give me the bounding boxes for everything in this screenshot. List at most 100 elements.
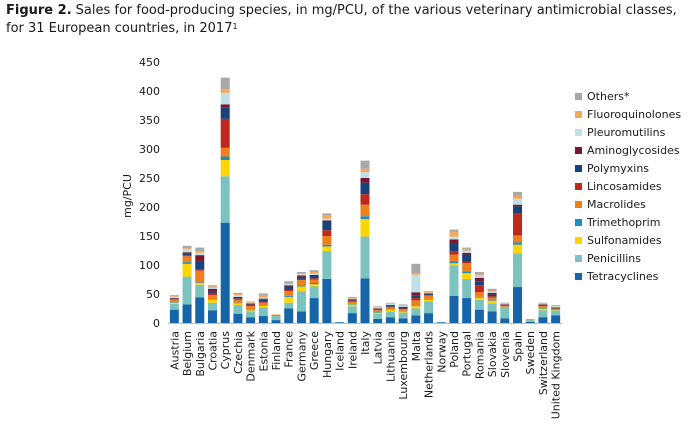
bar-segment <box>207 285 217 287</box>
bar-segment <box>474 271 484 275</box>
bar-segment <box>195 247 205 252</box>
x-tick-label: Poland <box>448 331 461 368</box>
bar-segment <box>487 294 497 297</box>
bar-segment <box>195 284 205 298</box>
bar-segment <box>487 296 497 298</box>
bar-segment <box>385 309 395 310</box>
bar-segment <box>220 118 230 148</box>
bar-segment <box>513 198 523 205</box>
bar-segment <box>373 310 383 312</box>
bar-segment <box>233 298 243 300</box>
bar-segment <box>360 204 370 217</box>
bar-segment <box>411 308 421 316</box>
x-tick-label: Belgium <box>181 331 194 376</box>
bar-segment <box>258 293 268 296</box>
bar-segment <box>220 92 230 105</box>
bar-segment <box>462 247 472 249</box>
x-tick-label: Hungary <box>321 331 334 378</box>
bar-segment <box>551 309 561 311</box>
y-tick-label: 0 <box>153 317 160 330</box>
bar-segment <box>322 251 332 279</box>
bar-segment <box>373 308 383 310</box>
bar-segment <box>411 295 421 299</box>
legend-swatch <box>575 219 582 226</box>
bar-segment <box>347 313 357 323</box>
bar-segment <box>335 321 345 323</box>
bar-segment <box>474 281 484 286</box>
bar-segment <box>246 303 256 304</box>
bar-segment <box>411 273 421 275</box>
bar-segment <box>284 281 294 283</box>
bar-segment <box>309 276 319 279</box>
bar-segment <box>284 308 294 323</box>
figure-number: Figure 2. <box>6 3 72 18</box>
bar-segment <box>538 308 548 311</box>
bar-segment <box>449 265 459 296</box>
bar-segment <box>360 236 370 279</box>
x-axis-labels: Austria Belgium Bulgaria Croatia Cyprus Czech… <box>168 330 562 419</box>
bar-segment <box>424 313 434 323</box>
legend-swatch <box>575 183 582 190</box>
bar-segment <box>538 307 548 309</box>
figure-title-text: Sales for food-producing species, in mg/… <box>75 3 677 18</box>
bar-segment <box>398 308 408 310</box>
x-tick-label: Portugal <box>461 331 474 377</box>
bar-segment <box>513 195 523 199</box>
bar-segment <box>424 295 434 300</box>
bar-segment <box>487 311 497 323</box>
legend-label: Tetracyclines <box>586 270 659 283</box>
bar-segment <box>398 309 408 311</box>
bar-segment <box>424 301 434 314</box>
bar-segment <box>474 299 484 310</box>
bar-segment <box>246 302 256 304</box>
bar-segment <box>284 295 294 297</box>
bar-segment <box>462 263 472 272</box>
bar-segment <box>207 295 217 300</box>
bar-segment <box>258 305 268 306</box>
x-tick-label: Croatia <box>206 331 219 371</box>
bar-segment <box>284 302 294 309</box>
bar-segment <box>385 303 395 306</box>
bar-segment <box>296 280 306 286</box>
bar-segment <box>220 176 230 223</box>
bar-segment <box>500 318 510 323</box>
legend-swatch <box>575 129 582 136</box>
bar-segment <box>322 246 332 252</box>
x-tick-label: Cyprus <box>219 331 232 370</box>
bar-segment <box>551 310 561 316</box>
bar-segment <box>513 213 523 236</box>
bar-segment <box>398 318 408 323</box>
bar-segment <box>347 304 357 307</box>
bar-segment <box>309 274 319 277</box>
bar-segment <box>474 296 484 298</box>
x-tick-label: Netherlands <box>423 331 436 398</box>
bar-segment <box>296 311 306 323</box>
bar-segment <box>462 250 472 253</box>
bar-segment <box>246 302 256 303</box>
bar-segment <box>411 306 421 309</box>
bar-segment <box>474 277 484 282</box>
legend-swatch <box>575 165 582 172</box>
bar-segment <box>296 291 306 312</box>
bar-segment <box>551 306 561 308</box>
bar-segment <box>487 290 497 292</box>
bar-segment <box>449 229 459 232</box>
bar-segment <box>296 278 306 281</box>
x-tick-label: Italy <box>359 331 372 355</box>
bar-segment <box>182 304 192 323</box>
bar-segment <box>233 303 243 306</box>
bar-segment <box>258 297 268 299</box>
bar-segment <box>373 306 383 307</box>
bar-segment <box>233 295 243 297</box>
bar-segment <box>398 305 408 307</box>
bar-segment <box>411 305 421 307</box>
x-tick-label: Germany <box>295 331 308 382</box>
footnote-marker: 1 <box>232 22 238 31</box>
bar-segment <box>373 312 383 314</box>
bar-segment <box>322 221 332 231</box>
bar-segment <box>462 298 472 323</box>
bar-segment <box>220 77 230 90</box>
bar-segment <box>335 322 345 323</box>
bar-segment <box>233 292 243 294</box>
legend-swatch <box>575 147 582 154</box>
